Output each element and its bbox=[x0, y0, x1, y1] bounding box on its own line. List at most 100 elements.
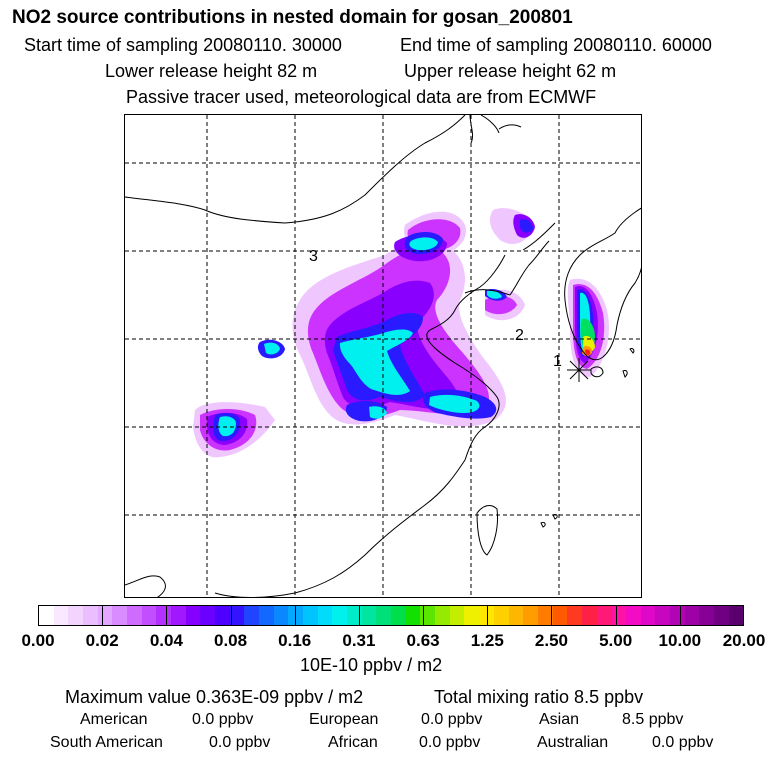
tracer-note: Passive tracer used, meteorological data… bbox=[126, 87, 597, 107]
plume-area bbox=[218, 416, 236, 437]
colorbar-divider bbox=[615, 606, 617, 625]
colorbar-segment bbox=[655, 606, 670, 625]
colorbar-segment bbox=[97, 606, 113, 625]
border-line bbox=[540, 522, 546, 528]
colorbar-tick-label: 0.04 bbox=[149, 631, 183, 650]
colorbar-tick-label: 0.63 bbox=[406, 631, 440, 650]
colorbar-tick-label: 0.00 bbox=[21, 631, 55, 650]
map-panel: 1 2 3 bbox=[124, 114, 642, 598]
border-line bbox=[522, 222, 556, 251]
colorbar-segment bbox=[185, 606, 201, 625]
region-name: American bbox=[80, 711, 148, 728]
colorbar-tick-label: 0.31 bbox=[342, 631, 376, 650]
colorbar-segment bbox=[523, 606, 538, 625]
plume-area bbox=[264, 342, 280, 355]
colorbar-segment bbox=[420, 606, 436, 625]
colorbar-segment bbox=[435, 606, 450, 625]
colorbar-segment bbox=[156, 606, 172, 625]
colorbar-divider bbox=[102, 606, 104, 625]
plume-area bbox=[585, 349, 591, 355]
colorbar-segment bbox=[640, 606, 656, 625]
region-value: 0.0 ppbv bbox=[192, 711, 254, 728]
border-line bbox=[498, 124, 522, 130]
colorbar-divider bbox=[358, 606, 360, 625]
colorbar-segment bbox=[625, 606, 641, 625]
colorbar-segment bbox=[508, 606, 524, 625]
colorbar-segment bbox=[171, 606, 186, 625]
colorbar-segment bbox=[713, 606, 729, 625]
region-value: 0.0 ppbv bbox=[421, 711, 483, 728]
colorbar-segment bbox=[728, 606, 744, 625]
colorbar-tick-label: 0.02 bbox=[85, 631, 119, 650]
colorbar-segment bbox=[669, 606, 685, 625]
plume-area bbox=[429, 394, 480, 413]
border-line bbox=[622, 370, 628, 378]
colorbar-tick-label: 2.50 bbox=[534, 631, 568, 650]
region-name: South American bbox=[50, 734, 163, 751]
colorbar-segment bbox=[303, 606, 318, 625]
colorbar-divider bbox=[551, 606, 553, 625]
end-time: End time of sampling 20080110. 60000 bbox=[400, 35, 712, 55]
colorbar-segment bbox=[83, 606, 98, 625]
colorbar-segment bbox=[596, 606, 612, 625]
colorbar-segment bbox=[361, 606, 377, 625]
border-line bbox=[590, 366, 604, 378]
colorbar-segment bbox=[244, 606, 260, 625]
plume-area bbox=[487, 290, 502, 299]
colorbar-divider bbox=[230, 606, 232, 625]
region-value: 0.0 ppbv bbox=[419, 734, 481, 751]
plume-area bbox=[339, 329, 413, 395]
plume-hotspot bbox=[580, 318, 595, 356]
colorbar-tick-label: 5.00 bbox=[599, 631, 633, 650]
region-name: Asian bbox=[539, 711, 580, 728]
colorbar-segment bbox=[200, 606, 216, 625]
colorbar-segment bbox=[112, 606, 128, 625]
border-line bbox=[125, 575, 166, 597]
colorbar-segment bbox=[215, 606, 230, 625]
colorbar-segment bbox=[53, 606, 69, 625]
border-line bbox=[125, 115, 466, 224]
border-line bbox=[629, 348, 635, 354]
colorbar-segment bbox=[317, 606, 333, 625]
region-name: Australian bbox=[537, 734, 609, 751]
region-name: European bbox=[309, 711, 379, 728]
colorbar-segment bbox=[288, 606, 304, 625]
colorbar-segment bbox=[391, 606, 406, 625]
colorbar-segment bbox=[229, 606, 245, 625]
colorbar-divider bbox=[679, 606, 681, 625]
start-time: Start time of sampling 20080110. 30000 bbox=[24, 35, 342, 55]
colorbar-divider bbox=[487, 606, 489, 625]
colorbar-units: 10E-10 ppbv / m2 bbox=[300, 655, 443, 675]
colorbar-tick-label: 20.00 bbox=[722, 631, 766, 650]
colorbar-segment bbox=[347, 606, 362, 625]
map-canvas: 1 2 3 bbox=[125, 115, 641, 597]
border-line bbox=[214, 254, 506, 597]
colorbar bbox=[38, 605, 744, 626]
colorbar-segment bbox=[567, 606, 582, 625]
grid bbox=[125, 115, 641, 597]
region-value: 0.0 ppbv bbox=[209, 734, 271, 751]
colorbar-segment bbox=[405, 606, 421, 625]
colorbar-ticks: 0.00 0.02 0.04 0.08 0.16 0.31 0.63 1.25 2.50 5.00… bbox=[0, 631, 768, 651]
colorbar-segment bbox=[464, 606, 480, 625]
colorbar-segment bbox=[68, 606, 84, 625]
region-value: 0.0 ppbv bbox=[652, 734, 714, 751]
colorbar-segment bbox=[127, 606, 142, 625]
marker-2: 2 bbox=[515, 327, 524, 344]
colorbar-divider bbox=[166, 606, 168, 625]
colorbar-tick-label: 0.16 bbox=[278, 631, 312, 650]
colorbar-segment bbox=[684, 606, 700, 625]
colorbar-segment bbox=[537, 606, 553, 625]
total-mixing-ratio: Total mixing ratio 8.5 ppbv bbox=[434, 687, 644, 707]
region-name: African bbox=[328, 734, 378, 751]
marker-1: 1 bbox=[553, 353, 562, 370]
colorbar-segment bbox=[493, 606, 509, 625]
colorbar-tick-label: 1.25 bbox=[470, 631, 504, 650]
coastlines bbox=[125, 115, 641, 597]
plume-area bbox=[409, 237, 438, 251]
colorbar-segment bbox=[39, 606, 54, 625]
colorbar-segment bbox=[699, 606, 714, 625]
colorbar-divider bbox=[294, 606, 296, 625]
colorbar-segment bbox=[376, 606, 392, 625]
lower-release-height: Lower release height 82 m bbox=[105, 61, 318, 81]
